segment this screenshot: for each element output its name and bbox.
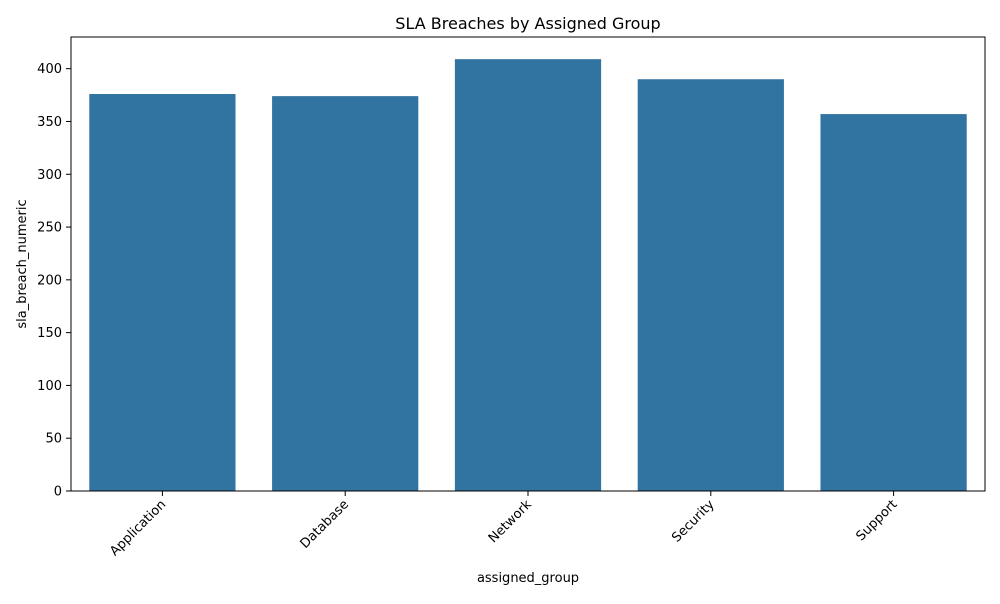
chart-title: SLA Breaches by Assigned Group [395, 14, 660, 33]
x-tick-label: Database [298, 497, 352, 551]
x-axis-label: assigned_group [477, 571, 579, 586]
x-axis-ticks: Application Database Network Security Suppor… [107, 491, 900, 559]
y-axis-label: sla_breach_numeric [15, 199, 30, 328]
y-axis-ticks: 0 50 100 150 200 250 300 350 400 [37, 62, 71, 500]
bars-layer [89, 59, 967, 492]
x-tick-label: Application [107, 497, 169, 559]
bar-application [89, 94, 236, 492]
x-tick-label: Security [669, 497, 718, 546]
y-tick-label: 150 [37, 326, 62, 341]
plot-frame [70, 36, 986, 492]
bar-database [272, 96, 419, 491]
bar-network [454, 59, 602, 492]
bar-security [637, 79, 784, 492]
y-tick-label: 350 [37, 115, 62, 130]
y-tick-label: 0 [54, 485, 62, 500]
y-tick-label: 100 [37, 379, 62, 394]
y-tick-label: 250 [37, 221, 62, 236]
y-tick-label: 400 [37, 62, 62, 77]
x-tick-label: Network [486, 497, 535, 546]
y-tick-label: 200 [37, 273, 62, 288]
bar-support [820, 114, 967, 492]
y-tick-label: 50 [45, 432, 62, 447]
y-tick-label: 300 [37, 168, 62, 183]
x-tick-label: Support [853, 497, 900, 544]
